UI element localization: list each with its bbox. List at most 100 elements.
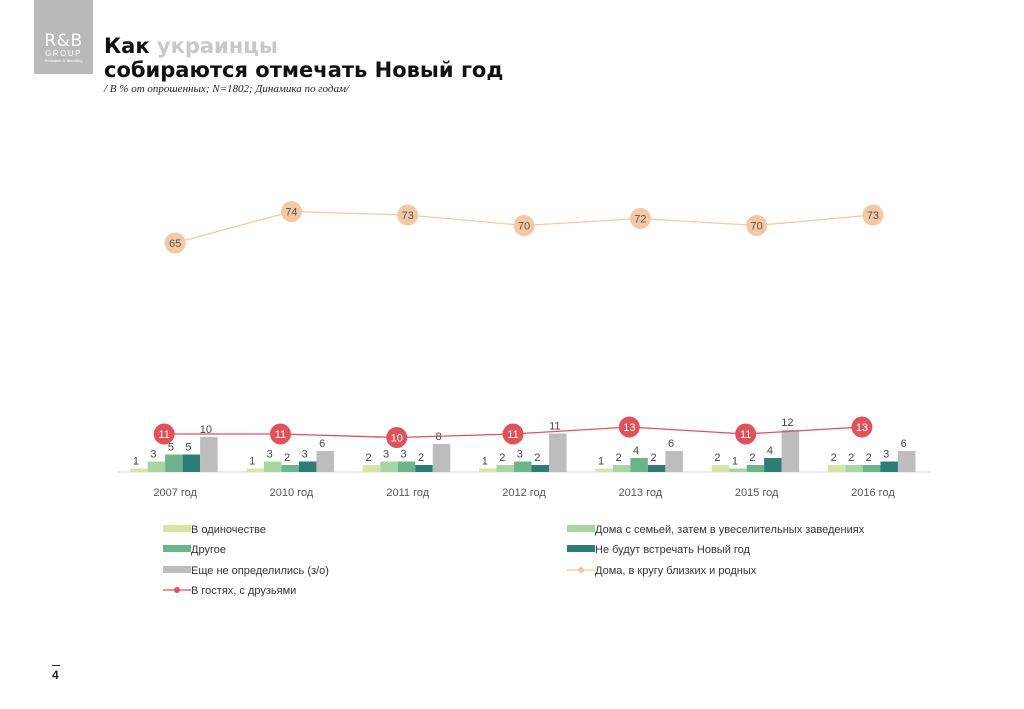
bar xyxy=(496,465,515,472)
bar-value-label: 1 xyxy=(482,456,488,468)
bar-value-label: 5 xyxy=(168,442,174,454)
bar xyxy=(711,465,730,472)
bar-value-label: 3 xyxy=(302,449,308,461)
title-line2: собираются отмечать Новый год xyxy=(104,58,504,82)
bar-value-label: 2 xyxy=(831,452,837,464)
bar-value-label: 11 xyxy=(549,421,560,433)
line-value-label: 10 xyxy=(391,433,403,445)
bar-value-label: 2 xyxy=(616,452,622,464)
x-tick-label: 2011 год xyxy=(386,487,429,499)
line-value-label: 11 xyxy=(740,429,751,441)
bar-value-label: 8 xyxy=(435,431,441,443)
line-value-label: 11 xyxy=(158,429,169,441)
x-tick-label: 2013 год xyxy=(619,487,663,499)
bar-value-label: 5 xyxy=(185,442,191,454)
bar-value-label: 2 xyxy=(749,452,755,464)
bar xyxy=(845,465,863,472)
title-line1-grey: украинцы xyxy=(156,34,278,58)
bar-value-label: 6 xyxy=(668,438,674,450)
bar-value-label: 3 xyxy=(267,449,273,461)
bar-value-label: 10 xyxy=(200,424,212,436)
bar xyxy=(764,458,782,472)
line-point xyxy=(502,423,524,445)
bar-value-label: 2 xyxy=(866,452,872,464)
bar-value-label: 2 xyxy=(365,452,371,464)
page-number: 4 xyxy=(52,668,59,682)
bar xyxy=(531,465,550,472)
bar-value-label: 2 xyxy=(284,452,290,464)
bar xyxy=(549,433,567,472)
legend-swatch xyxy=(567,545,595,552)
line-point xyxy=(513,215,535,236)
bar xyxy=(595,468,613,472)
bar-value-label: 4 xyxy=(767,445,773,457)
x-tick-label: 2007 год xyxy=(153,487,197,499)
bar-value-label: 2 xyxy=(418,452,424,464)
bar xyxy=(647,465,666,472)
bar xyxy=(729,468,747,472)
line-point xyxy=(269,423,291,445)
bar xyxy=(246,468,264,472)
bar-value-label: 1 xyxy=(249,456,255,468)
legend-swatch xyxy=(567,525,595,532)
bar xyxy=(130,468,148,472)
x-tick-label: 2010 год xyxy=(270,487,314,499)
legend-label: В гостях, с друзьями xyxy=(191,585,296,597)
bar-value-label: 2 xyxy=(534,452,540,464)
line-value-label: 13 xyxy=(856,422,868,434)
bar-value-label: 6 xyxy=(901,438,907,450)
bar-value-label: 3 xyxy=(517,449,523,461)
x-tick-label: 2012 год xyxy=(502,487,546,499)
bar xyxy=(862,465,881,472)
bar xyxy=(380,461,398,472)
bar xyxy=(200,437,218,472)
bar xyxy=(514,461,532,472)
line-point xyxy=(397,204,419,226)
line-value-label: 65 xyxy=(169,238,181,250)
bar-value-label: 3 xyxy=(400,449,406,461)
bar xyxy=(316,451,334,472)
bar-value-label: 1 xyxy=(732,456,738,468)
brand-logo: R&B GROUP Research & Branding xyxy=(34,0,93,74)
logo-main-text: R&B xyxy=(44,31,83,51)
bar-value-label: 2 xyxy=(714,452,720,464)
bar-value-label: 1 xyxy=(598,456,604,468)
bar xyxy=(165,454,183,472)
bar xyxy=(281,465,299,472)
line-point xyxy=(164,232,186,254)
line-point xyxy=(862,204,884,226)
bar xyxy=(880,461,898,472)
title-line1-dark: Как xyxy=(104,34,150,58)
legend-label: Не будут встречать Новый год xyxy=(595,544,751,556)
bar xyxy=(432,444,451,472)
bar xyxy=(781,430,800,472)
x-tick-label: 2015 год xyxy=(735,487,779,499)
legend-marker xyxy=(174,587,180,593)
x-tick-label: 2016 год xyxy=(851,487,895,499)
bar xyxy=(479,468,497,472)
bar-value-label: 2 xyxy=(499,452,505,464)
bar-value-label: 3 xyxy=(883,449,889,461)
legend-label: Еще не определились (з/о) xyxy=(191,565,329,577)
logo-sub-text: GROUP xyxy=(45,49,82,58)
bar xyxy=(182,454,201,472)
line-value-label: 13 xyxy=(623,422,635,434)
line-value-label: 70 xyxy=(518,221,530,233)
legend-swatch xyxy=(163,566,191,573)
logo-tagline: Research & Branding xyxy=(44,58,83,63)
line-point xyxy=(153,423,175,445)
line-point xyxy=(735,423,757,445)
bar xyxy=(397,461,416,472)
bar-value-label: 3 xyxy=(383,449,389,461)
line-value-label: 72 xyxy=(634,214,646,226)
page-subtitle: / В % от опрошенных; N=1802; Динамика по… xyxy=(104,83,350,95)
legend-label: В одиночестве xyxy=(191,524,266,536)
line-value-label: 11 xyxy=(275,429,286,441)
bar xyxy=(263,461,282,472)
line-value-label: 11 xyxy=(507,429,518,441)
line-value-label: 74 xyxy=(285,207,297,219)
page-number-dash xyxy=(52,665,60,666)
bar-value-label: 2 xyxy=(848,452,854,464)
bar xyxy=(298,461,317,472)
bar-value-label: 6 xyxy=(319,438,325,450)
